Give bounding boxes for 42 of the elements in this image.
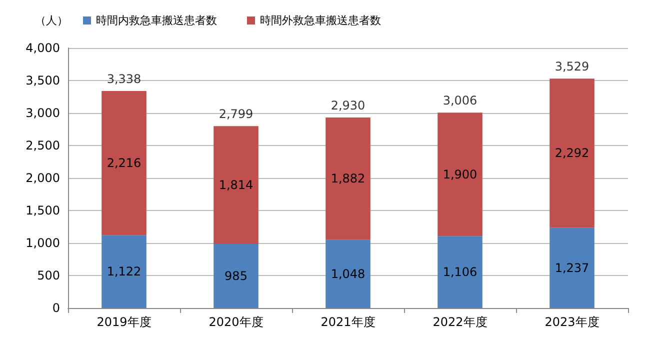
y-tick-label: 1,500 [26,204,60,218]
data-label: 1,237 [554,260,590,275]
total-label: 3,529 [554,60,590,74]
y-tick-label: 1,000 [26,236,60,250]
data-label: 1,882 [330,172,366,186]
bar [326,118,370,240]
total-label: 3,338 [106,72,142,86]
y-tick-label: 0 [52,301,60,315]
data-label: 1,106 [442,265,478,280]
data-label: 985 [224,268,248,283]
data-label: 2,292 [554,146,590,160]
bar [326,240,370,308]
bar [102,235,146,308]
total-label: 3,006 [442,94,478,108]
bar [550,78,594,228]
y-tick-label: 2,500 [26,138,60,152]
y-tick-label: 2,000 [26,171,60,185]
bar [550,228,594,308]
data-label: 1,048 [330,266,366,281]
bar [214,126,258,244]
bar [438,236,482,308]
data-label: 1,814 [218,178,254,192]
y-tick-label: 4,000 [26,41,60,55]
x-tick-label: 2021年度 [320,315,376,329]
data-label: 2,216 [106,156,142,170]
legend-label: 時間内救急車搬送患者数 [96,14,217,27]
bar [214,244,258,308]
x-tick-label: 2023年度 [544,315,600,329]
total-label: 2,930 [330,98,366,113]
data-label: 1,900 [442,167,478,182]
total-label: 2,799 [218,107,254,122]
legend-label: 時間外救急車搬送患者数 [260,14,381,27]
bar [438,112,482,236]
y-tick-label: 3,500 [26,74,60,88]
x-tick-label: 2020年度 [208,315,264,329]
y-axis-title: （人） [35,14,68,27]
y-tick-label: 500 [37,268,60,282]
x-tick-label: 2022年度 [432,315,488,329]
y-tick-label: 3,000 [26,106,60,120]
bar [102,91,146,236]
data-label: 1,122 [106,264,142,279]
x-tick-label: 2019年度 [96,315,152,329]
